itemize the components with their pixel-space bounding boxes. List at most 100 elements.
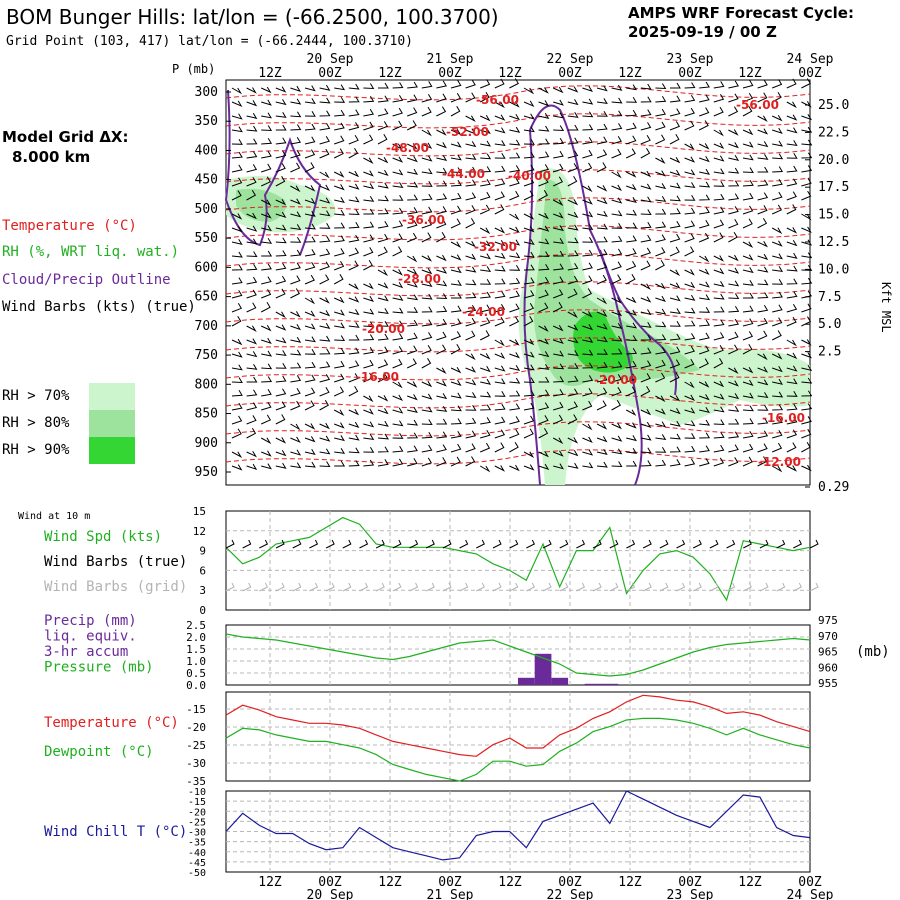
wind-barb xyxy=(801,403,813,411)
wind-barb xyxy=(509,239,521,246)
wind-barb xyxy=(669,408,681,415)
wind-barb xyxy=(494,265,506,272)
wind-barb xyxy=(319,223,331,229)
wind-barb xyxy=(728,293,740,300)
wind-barb xyxy=(333,409,345,416)
wind-barb xyxy=(421,206,433,215)
precip-label: Precip (mm) xyxy=(44,613,137,629)
wind-barb xyxy=(509,78,520,89)
wind-barb xyxy=(596,387,608,397)
wind-barb xyxy=(801,377,813,384)
wind-barb xyxy=(290,185,301,193)
wind-barb xyxy=(772,366,783,373)
wind-barb xyxy=(246,212,257,220)
temperature-contour-label: -16.00 xyxy=(356,370,399,384)
wind-barb xyxy=(450,180,462,187)
y-tick-label: -10 xyxy=(188,787,206,798)
wind-barb xyxy=(772,404,784,411)
wind-barb xyxy=(699,319,711,327)
wind-barb xyxy=(713,444,725,453)
wind-barb xyxy=(523,402,535,411)
wind-barb xyxy=(406,358,417,369)
wind-barb xyxy=(304,297,316,305)
wind-barb xyxy=(582,236,594,243)
wind-barb xyxy=(231,226,243,233)
wind-barb xyxy=(479,465,491,473)
wind-barb xyxy=(304,436,316,443)
wind-barb xyxy=(699,219,710,229)
wind-barb xyxy=(684,420,696,427)
wind-barb xyxy=(231,251,243,258)
wind-barb xyxy=(626,309,637,316)
wind-barb xyxy=(538,225,550,232)
wind-barb xyxy=(319,171,330,179)
bottom-hour-label: 12Z xyxy=(258,875,282,890)
wind-barb xyxy=(772,304,783,313)
wind-barb xyxy=(436,331,447,341)
wind-barb xyxy=(246,251,258,258)
wind-barb xyxy=(436,418,448,425)
wind-barb xyxy=(421,293,433,300)
y-tick-label: -40 xyxy=(188,848,206,859)
wind-barb xyxy=(742,154,754,161)
sidebar-legend: Temperature (°C) RH (%, WRT liq. wat.) Clo… xyxy=(2,218,196,315)
wind-barb xyxy=(275,350,287,357)
wind-barb xyxy=(319,435,331,442)
wind-barb xyxy=(319,148,330,159)
wind-barb xyxy=(801,441,811,453)
wind-barb xyxy=(451,292,462,299)
wind-barb xyxy=(596,400,607,411)
wind-barb xyxy=(465,253,477,260)
isotherm-line xyxy=(225,393,811,409)
wind-barb xyxy=(231,390,243,397)
wind-barb xyxy=(553,363,565,370)
wind-barb xyxy=(772,240,783,247)
wind-barb xyxy=(334,322,345,329)
wind-barb xyxy=(626,422,637,429)
wind-barb xyxy=(596,436,608,443)
wind-barb xyxy=(742,405,754,412)
wind-barb xyxy=(626,447,638,454)
top-date-label: 20 Sep xyxy=(307,52,354,67)
wind-barb xyxy=(742,279,754,286)
wind-barb xyxy=(261,237,273,244)
wind-barb xyxy=(538,450,549,458)
wind-barb xyxy=(523,451,535,458)
wind-barb xyxy=(494,403,506,411)
wind-barb xyxy=(261,112,272,119)
wind-barb xyxy=(319,297,330,304)
wind-barb xyxy=(786,178,798,187)
wind-barb xyxy=(421,155,433,162)
wind-barb xyxy=(261,99,272,106)
wind-barb xyxy=(290,262,301,271)
wind-barb xyxy=(523,126,535,133)
isotherm-line xyxy=(225,365,811,381)
wind-barb xyxy=(363,134,374,145)
wind-barb xyxy=(757,305,769,313)
wind-barb xyxy=(582,336,594,343)
wind-barb-true xyxy=(559,539,569,549)
wind-barb xyxy=(669,282,681,289)
wind-barb xyxy=(626,460,638,467)
wind-barb xyxy=(567,111,579,118)
wind-barb xyxy=(378,82,389,89)
wind-barb xyxy=(392,307,404,314)
wind-barb xyxy=(801,265,813,271)
top-hour-label: 00Z xyxy=(438,66,462,81)
wind-barb xyxy=(626,373,637,383)
wind-barb xyxy=(246,87,257,94)
wind-barb xyxy=(465,366,477,373)
wind-barb xyxy=(699,394,710,401)
wind-barb xyxy=(728,457,739,467)
wind-barb xyxy=(363,446,375,453)
wind-barb xyxy=(523,100,535,107)
wind-barb-true xyxy=(692,539,702,549)
wind-barb xyxy=(275,176,286,187)
wind-barb xyxy=(801,390,813,397)
wind-barb xyxy=(640,234,652,243)
bottom-hour-label: 00Z xyxy=(438,875,462,890)
wind-barb xyxy=(465,430,477,439)
wind-barb-grid xyxy=(259,582,269,592)
wind-barb-true xyxy=(626,539,636,549)
wind-barb xyxy=(538,351,550,358)
